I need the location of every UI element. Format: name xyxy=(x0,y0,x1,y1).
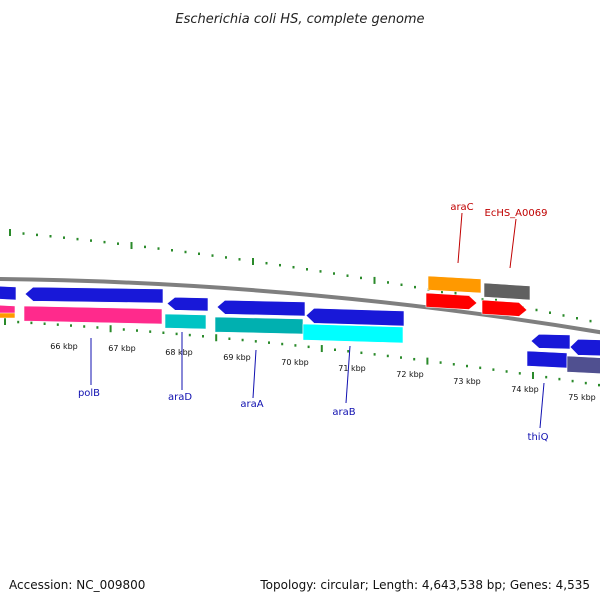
gene-feature xyxy=(530,333,571,350)
gene-label: araD xyxy=(168,392,192,403)
gene-feature xyxy=(216,299,306,317)
gene-feature xyxy=(302,323,404,344)
gene-feature xyxy=(166,296,209,312)
feature-track xyxy=(0,275,600,375)
scale-label: 66 kbp xyxy=(50,342,78,351)
gene-feature xyxy=(526,350,568,369)
genome-backbone xyxy=(0,277,600,335)
gene-label-leader xyxy=(539,382,545,429)
gene-feature xyxy=(24,286,164,304)
lower-tick-track xyxy=(4,318,600,387)
scale-label: 69 kbp xyxy=(223,353,251,362)
scale-label-track: 66 kbp 67 kbp 68 kbp 69 kbp 70 kbp 71 kbp 72 k… xyxy=(50,342,596,402)
gene-label: thiQ xyxy=(528,432,549,443)
gene-feature xyxy=(483,282,531,301)
gene-feature xyxy=(23,305,163,325)
gene-label-track: polB araD araA araB thiQ araC EcHS_A0069 xyxy=(78,202,549,443)
gene-feature xyxy=(0,285,17,301)
gene-feature xyxy=(481,299,528,317)
gene-label: araC xyxy=(450,202,473,213)
gene-feature xyxy=(425,292,478,310)
gene-feature xyxy=(164,313,207,330)
gene-feature xyxy=(214,316,304,335)
gene-label-leader xyxy=(345,345,351,404)
gene-label: araB xyxy=(332,407,355,418)
scale-label: 75 kbp xyxy=(568,393,596,402)
gene-feature xyxy=(305,307,405,327)
gene-feature xyxy=(569,338,600,357)
scale-label: 73 kbp xyxy=(453,377,481,386)
scale-label: 67 kbp xyxy=(108,344,136,353)
gene-label-leader xyxy=(457,212,463,264)
gene-label: polB xyxy=(78,388,100,399)
gene-label: araA xyxy=(240,399,263,410)
gene-label-leader xyxy=(509,218,517,269)
scale-label: 71 kbp xyxy=(338,364,366,373)
scale-label: 68 kbp xyxy=(165,348,193,357)
topology-text: Topology: circular; Length: 4,643,538 bp… xyxy=(260,578,590,592)
gene-feature xyxy=(0,312,16,319)
gene-feature xyxy=(566,355,600,375)
scale-label: 72 kbp xyxy=(396,370,424,379)
map-title: Escherichia coli HS, complete genome xyxy=(175,12,424,27)
gene-label: EcHS_A0069 xyxy=(485,208,548,219)
scale-label: 70 kbp xyxy=(281,358,309,367)
accession-text: Accession: NC_009800 xyxy=(9,578,146,592)
gene-label-leader xyxy=(252,349,257,399)
gene-feature xyxy=(427,275,482,294)
scale-label: 74 kbp xyxy=(511,385,539,394)
